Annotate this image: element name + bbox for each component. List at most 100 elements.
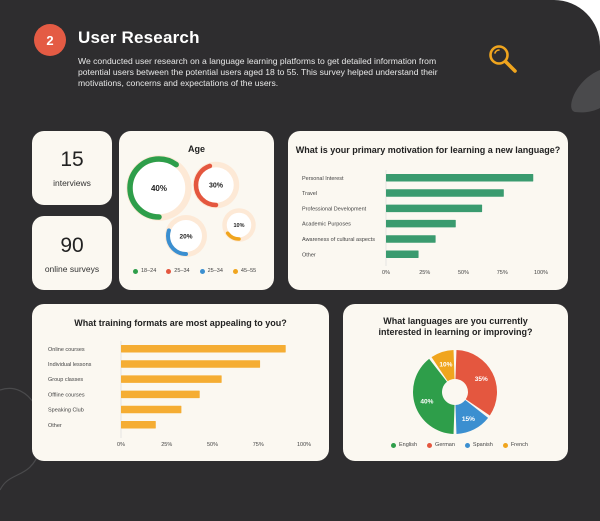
age-bubble-inner	[198, 167, 234, 203]
age-card: Age 40% 30% 20% 10% 18–24 25–34 25–34 45–55	[119, 131, 274, 290]
languages-legend-label: German	[435, 442, 455, 448]
bar-category-label: Individual lessons	[48, 362, 92, 368]
motivation-bar-chart: Personal Interest Travel Professional Deve…	[302, 170, 548, 276]
age-legend-item: 25–34	[199, 268, 223, 274]
x-tick-label: 100%	[534, 270, 548, 276]
x-tick-label: 25%	[419, 270, 430, 276]
languages-legend-item: French	[502, 442, 528, 448]
surveys-card: 90 online surveys	[32, 216, 112, 290]
bar	[386, 174, 534, 182]
legend-dot	[133, 268, 138, 274]
age-bubble-label: 20%	[179, 233, 192, 240]
surveys-count: 90	[60, 234, 84, 257]
age-bubble-label: 10%	[233, 223, 244, 229]
interviews-card: 15 interviews	[32, 131, 112, 205]
languages-legend-item: German	[427, 442, 455, 448]
languages-legend-label: Spanish	[472, 442, 493, 448]
bar	[121, 421, 156, 429]
motivation-chart-title: What is your primary motivation for lear…	[295, 145, 561, 155]
legend-dot	[427, 442, 433, 448]
age-legend: 18–24 25–34 25–34 45–55	[133, 268, 256, 274]
donut-slice-label: 10%	[439, 361, 452, 368]
x-tick-label: 75%	[253, 442, 264, 448]
legend-dot	[232, 268, 238, 274]
languages-legend-item: English	[391, 442, 417, 448]
section-title: User Research	[78, 28, 200, 47]
languages-legend-item: Spanish	[464, 442, 493, 448]
donut-slice-label: 35%	[475, 376, 488, 383]
donut-slice-label: 15%	[462, 416, 475, 423]
bar	[121, 390, 200, 399]
age-bubble-arc	[223, 209, 255, 241]
x-tick-label: 50%	[207, 442, 218, 448]
step-badge: 2	[34, 24, 66, 56]
age-legend-item: 25–34	[166, 268, 190, 274]
x-tick-label: 0%	[382, 270, 390, 276]
section-description: We conducted user research on a language…	[78, 56, 438, 88]
bar	[121, 375, 222, 383]
surveys-label: online surveys	[44, 264, 100, 274]
legend-dot	[502, 442, 508, 448]
bar-category-label: Personal Interest	[302, 176, 344, 182]
bar	[386, 204, 483, 213]
interviews-label: interviews	[53, 178, 91, 188]
formats-chart-card: What training formats are most appealing…	[32, 304, 329, 461]
age-bubble-inner	[226, 212, 252, 238]
magnifier-icon	[489, 45, 517, 73]
motivation-chart-card: What is your primary motivation for lear…	[288, 131, 568, 290]
x-tick-label: 50%	[458, 270, 469, 276]
legend-dot	[199, 268, 205, 274]
formats-chart-title: What training formats are most appealing…	[74, 318, 287, 328]
legend-dot	[166, 268, 172, 274]
age-legend-label: 25–34	[174, 268, 190, 274]
bar	[386, 219, 456, 228]
bar	[386, 189, 504, 197]
age-bubble-label: 30%	[209, 182, 224, 189]
age-bubble-inner	[170, 220, 202, 252]
age-bubble-arc	[193, 162, 239, 208]
languages-legend: English German Spanish French	[391, 442, 528, 448]
bar-category-label: Travel	[302, 191, 317, 197]
x-tick-label: 100%	[297, 442, 311, 448]
age-bubble-inner	[132, 161, 186, 215]
bar-category-label: Offline courses	[48, 392, 85, 398]
languages-donut-chart: 10% 35% 15% 40%	[413, 350, 497, 434]
languages-chart-title: What languages are you currently interes…	[378, 316, 533, 337]
bar	[121, 405, 182, 414]
donut-slice	[455, 400, 489, 434]
languages-chart-card: What languages are you currently interes…	[343, 304, 568, 461]
bar	[121, 360, 261, 368]
age-legend-label: 45–55	[240, 268, 257, 274]
formats-bar-chart: Online courses Individual lessons Group cl…	[48, 341, 311, 448]
x-tick-label: 25%	[161, 442, 172, 448]
bar-category-label: Speaking Club	[48, 408, 84, 414]
bar-category-label: Academic Purposes	[302, 222, 351, 228]
bar-category-label: Online courses	[48, 347, 85, 353]
legend-dot	[391, 442, 396, 448]
interviews-count: 15	[60, 148, 84, 171]
donut-slice-label: 40%	[420, 399, 433, 406]
age-bubbles: 40% 30% 20% 10%	[126, 155, 256, 257]
legend-dot	[464, 442, 470, 448]
languages-legend-label: French	[510, 442, 528, 448]
age-bubble-label: 40%	[151, 184, 167, 193]
age-title: Age	[187, 144, 205, 154]
x-tick-label: 75%	[497, 270, 508, 276]
bar	[121, 345, 286, 353]
age-legend-item: 18–24	[133, 268, 156, 274]
bar-category-label: Other	[302, 252, 316, 258]
x-tick-label: 0%	[117, 442, 125, 448]
donut-slice	[431, 350, 455, 382]
bar-category-label: Group classes	[48, 377, 83, 383]
donut-slice	[413, 358, 455, 434]
age-legend-label: 18–24	[141, 268, 157, 274]
languages-legend-label: English	[399, 442, 418, 448]
bar	[386, 250, 419, 258]
bar-category-label: Professional Development	[302, 206, 367, 212]
age-bubble-arc	[127, 156, 191, 220]
age-legend-label: 25–34	[207, 268, 223, 274]
age-legend-item: 45–55	[232, 268, 257, 274]
age-bubble-arc	[166, 216, 206, 256]
bar	[386, 235, 436, 243]
